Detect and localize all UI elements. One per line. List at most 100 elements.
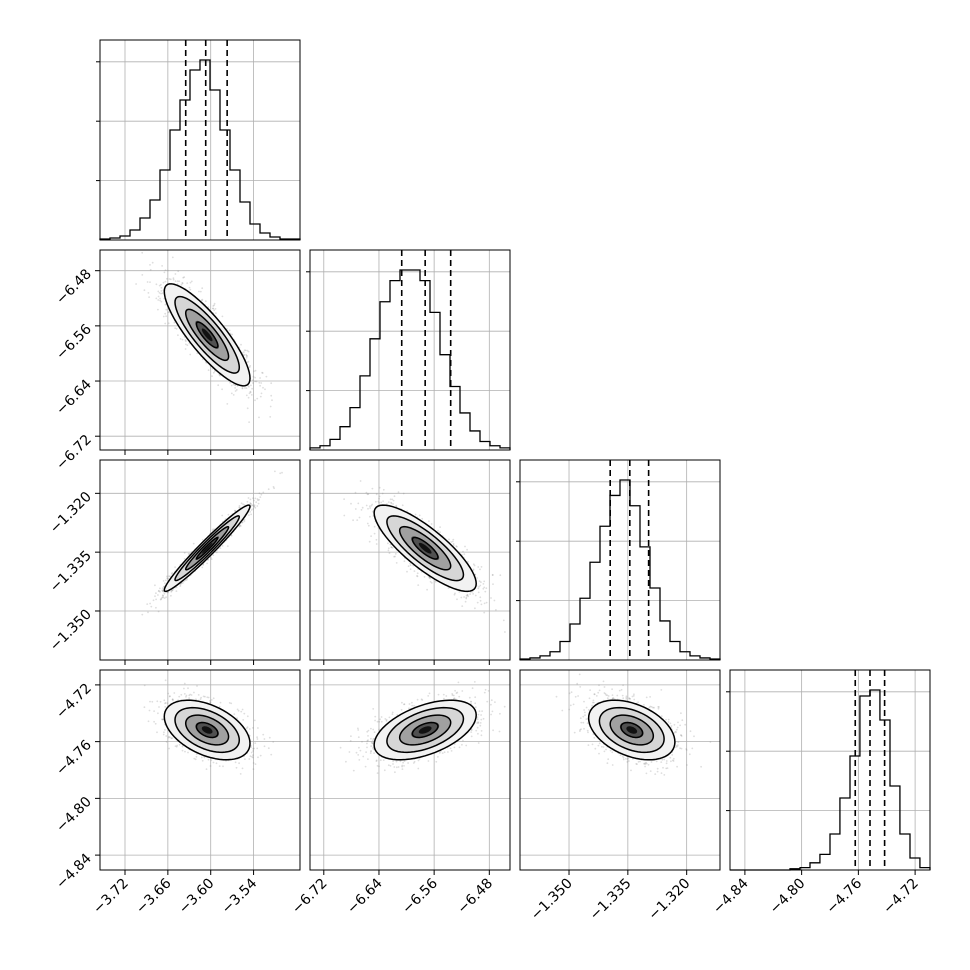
sample-point	[478, 585, 480, 588]
sample-point	[390, 546, 393, 549]
sample-point	[161, 594, 164, 597]
sample-point	[217, 384, 220, 387]
sample-point	[250, 394, 253, 396]
sample-point	[245, 387, 248, 389]
sample-point	[250, 509, 253, 511]
sample-point	[160, 283, 162, 286]
sample-point	[251, 755, 253, 758]
sample-point	[495, 609, 497, 611]
sample-point	[166, 577, 169, 580]
sample-point	[245, 354, 248, 357]
sample-point	[479, 596, 482, 599]
axes-frame	[519, 459, 721, 661]
sample-point	[502, 619, 505, 622]
sample-point	[174, 566, 177, 569]
sample-point	[200, 696, 203, 699]
sample-point	[234, 509, 237, 512]
sample-point	[161, 596, 164, 599]
sample-point	[242, 719, 245, 721]
sample-point	[200, 299, 203, 302]
sample-point	[173, 692, 176, 694]
sample-point	[160, 292, 162, 295]
sample-point	[159, 297, 162, 300]
sample-point	[169, 575, 172, 578]
sample-point	[262, 491, 265, 494]
sample-point	[151, 261, 154, 264]
axes-frame	[729, 669, 931, 871]
sample-point	[474, 594, 477, 597]
sample-point	[212, 554, 215, 557]
sample-point	[269, 405, 272, 408]
sample-point	[474, 607, 476, 610]
sample-point	[215, 312, 217, 314]
sample-point	[485, 601, 488, 604]
sample-point	[416, 575, 419, 578]
sample-point	[135, 283, 138, 285]
sample-point	[161, 292, 164, 295]
sample-point	[186, 282, 189, 284]
sample-point	[439, 531, 441, 533]
sample-point	[179, 338, 182, 340]
sample-point	[172, 278, 175, 281]
sample-point	[164, 322, 167, 325]
sample-point	[253, 370, 255, 373]
sample-point	[461, 605, 464, 607]
sample-point	[270, 382, 273, 385]
sample-point	[253, 505, 255, 507]
sample-point	[201, 287, 204, 290]
sample-point	[194, 758, 197, 761]
sample-point	[369, 507, 371, 509]
sample-point	[182, 582, 184, 584]
sample-point	[343, 498, 345, 500]
sample-point	[185, 343, 187, 346]
sample-point	[476, 601, 479, 604]
sample-point	[164, 280, 167, 283]
sample-point	[213, 370, 216, 373]
contour-line	[184, 525, 230, 571]
sample-point	[234, 387, 237, 389]
sample-point	[466, 548, 468, 551]
sample-point	[226, 545, 229, 547]
sample-point	[233, 509, 236, 512]
sample-point	[392, 499, 395, 502]
sample-point	[375, 543, 378, 545]
sample-point	[206, 562, 209, 565]
sample-point	[251, 379, 254, 382]
sample-point	[230, 392, 233, 395]
sample-point	[185, 696, 187, 698]
sample-point	[230, 534, 233, 537]
density-fill	[418, 542, 432, 554]
sample-point	[189, 288, 192, 291]
sample-point	[164, 702, 166, 705]
sample-point	[243, 353, 245, 356]
sample-point	[157, 590, 160, 592]
sample-point	[465, 594, 468, 597]
sample-point	[210, 558, 213, 560]
sample-point	[259, 395, 262, 398]
sample-point	[218, 705, 221, 708]
histogram-bar	[730, 689, 931, 871]
scatter-panel-3-0	[99, 669, 301, 871]
histogram-panel-2	[516, 459, 721, 661]
sample-point	[221, 514, 224, 517]
sample-point	[171, 589, 174, 591]
sample-point	[147, 611, 149, 614]
sample-point	[149, 281, 151, 283]
sample-point	[366, 522, 369, 525]
sample-point	[260, 493, 263, 496]
sample-point	[219, 547, 222, 549]
sample-point	[255, 501, 258, 504]
sample-point	[387, 501, 390, 503]
sample-point	[447, 587, 450, 589]
sample-point	[163, 271, 166, 274]
sample-point	[166, 591, 169, 594]
sample-point	[176, 744, 179, 747]
sample-point	[228, 329, 231, 332]
axes-frame	[99, 249, 301, 451]
sample-point	[241, 708, 244, 711]
sample-point	[167, 591, 170, 594]
sample-point	[249, 755, 252, 758]
sample-point	[202, 564, 205, 566]
sample-point	[183, 551, 186, 554]
sample-point	[147, 292, 150, 294]
